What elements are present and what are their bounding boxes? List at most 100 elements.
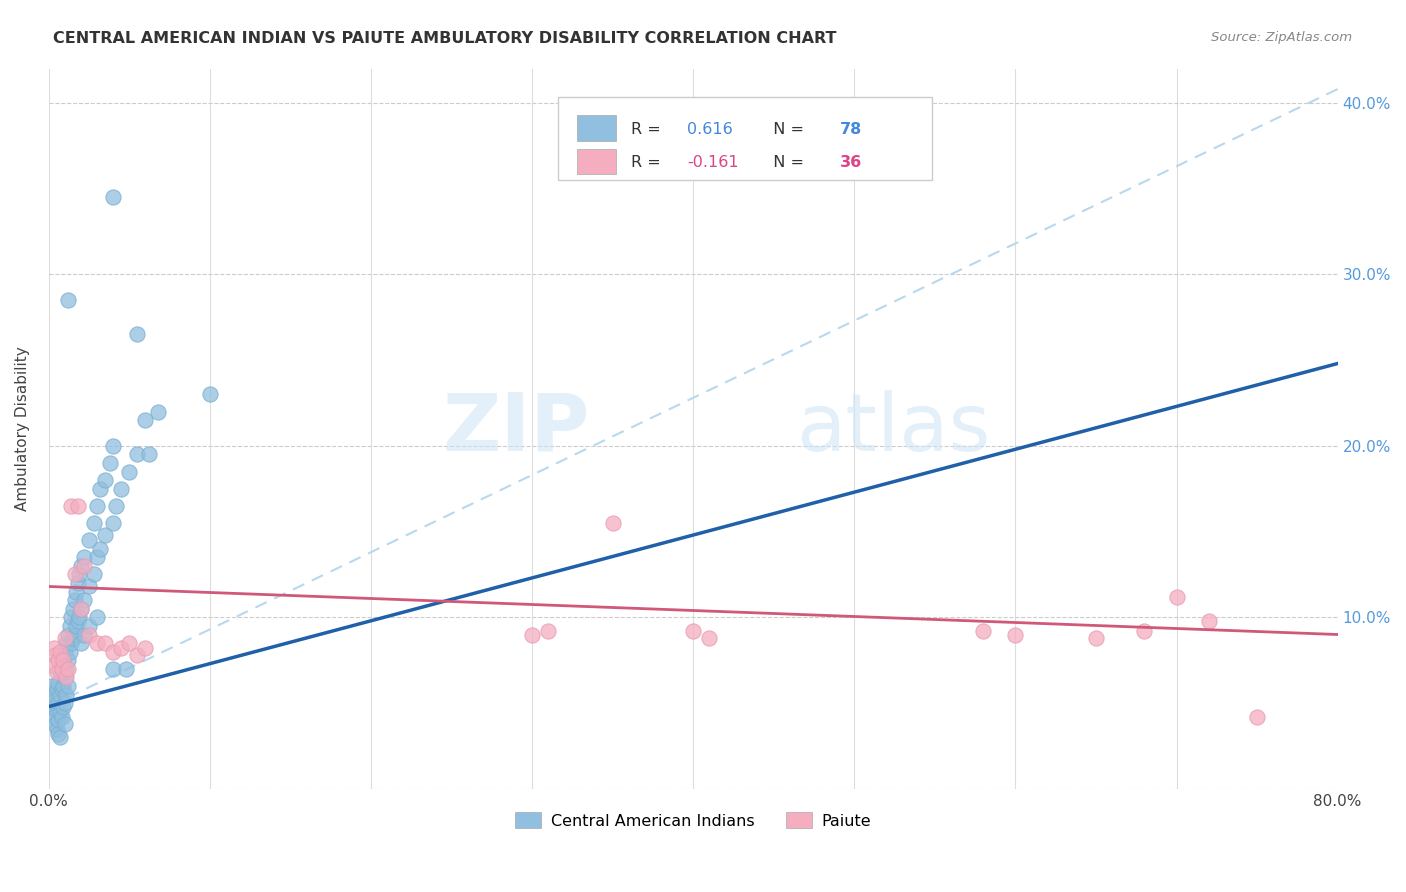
Point — [94, 473, 117, 487]
Point — [86, 610, 108, 624]
Point — [63, 593, 86, 607]
Point — [49, 731, 72, 745]
Point — [49, 688, 72, 702]
Point — [77, 619, 100, 633]
Point — [52, 653, 75, 667]
Point — [45, 705, 67, 719]
Point — [51, 662, 73, 676]
Point — [42, 710, 65, 724]
Point — [77, 579, 100, 593]
Point — [53, 670, 76, 684]
Point — [86, 636, 108, 650]
FancyBboxPatch shape — [558, 97, 932, 180]
Point — [52, 653, 75, 667]
Point — [103, 190, 125, 204]
Point — [67, 610, 90, 624]
Point — [49, 705, 72, 719]
Point — [73, 550, 96, 565]
Y-axis label: Ambulatory Disability: Ambulatory Disability — [15, 346, 30, 511]
Point — [44, 692, 66, 706]
Point — [53, 631, 76, 645]
Point — [103, 662, 125, 676]
Point — [56, 627, 79, 641]
Point — [86, 499, 108, 513]
Point — [49, 645, 72, 659]
Point — [45, 665, 67, 680]
Point — [77, 533, 100, 548]
Text: Source: ZipAtlas.com: Source: ZipAtlas.com — [1212, 31, 1353, 45]
Point — [66, 499, 89, 513]
Point — [602, 516, 624, 530]
Point — [1246, 710, 1268, 724]
Point — [94, 636, 117, 650]
Point — [44, 648, 66, 662]
Point — [56, 293, 79, 307]
Point — [67, 567, 90, 582]
Point — [41, 658, 63, 673]
Point — [48, 696, 70, 710]
Text: atlas: atlas — [796, 390, 991, 467]
Point — [53, 696, 76, 710]
Point — [62, 601, 84, 615]
Point — [56, 653, 79, 667]
Point — [110, 641, 132, 656]
Point — [59, 619, 82, 633]
Point — [1133, 624, 1156, 638]
Point — [52, 679, 75, 693]
Point — [110, 482, 132, 496]
Point — [89, 541, 111, 556]
Text: ZIP: ZIP — [443, 390, 591, 467]
Point — [127, 327, 149, 342]
Point — [44, 716, 66, 731]
Point — [86, 550, 108, 565]
Point — [62, 631, 84, 645]
Point — [48, 675, 70, 690]
Point — [103, 439, 125, 453]
Point — [51, 710, 73, 724]
Text: R =: R = — [631, 122, 666, 137]
Point — [55, 636, 77, 650]
Point — [48, 653, 70, 667]
Point — [70, 601, 93, 615]
Point — [127, 648, 149, 662]
Point — [77, 627, 100, 641]
Point — [70, 601, 93, 615]
Point — [48, 713, 70, 727]
Point — [1166, 590, 1188, 604]
Point — [53, 645, 76, 659]
Point — [65, 619, 87, 633]
Point — [66, 576, 89, 591]
Point — [83, 516, 105, 530]
Point — [697, 631, 720, 645]
Point — [60, 610, 83, 624]
Point — [103, 516, 125, 530]
Point — [63, 567, 86, 582]
Point — [56, 662, 79, 676]
Legend: Central American Indians, Paiute: Central American Indians, Paiute — [509, 805, 877, 835]
Point — [41, 679, 63, 693]
Point — [198, 387, 221, 401]
Point — [52, 699, 75, 714]
Point — [1084, 631, 1107, 645]
Point — [89, 482, 111, 496]
Text: -0.161: -0.161 — [686, 154, 738, 169]
Point — [105, 499, 128, 513]
Point — [60, 636, 83, 650]
Point — [73, 593, 96, 607]
Point — [1198, 614, 1220, 628]
Point — [55, 688, 77, 702]
Point — [66, 614, 89, 628]
Point — [127, 447, 149, 461]
Point — [70, 636, 93, 650]
Point — [51, 658, 73, 673]
Point — [48, 727, 70, 741]
Point — [59, 645, 82, 659]
Point — [65, 584, 87, 599]
Point — [520, 627, 543, 641]
Text: N =: N = — [763, 154, 808, 169]
Text: 0.616: 0.616 — [686, 122, 733, 137]
Text: R =: R = — [631, 154, 666, 169]
Point — [70, 558, 93, 573]
Point — [103, 645, 125, 659]
Point — [45, 682, 67, 697]
